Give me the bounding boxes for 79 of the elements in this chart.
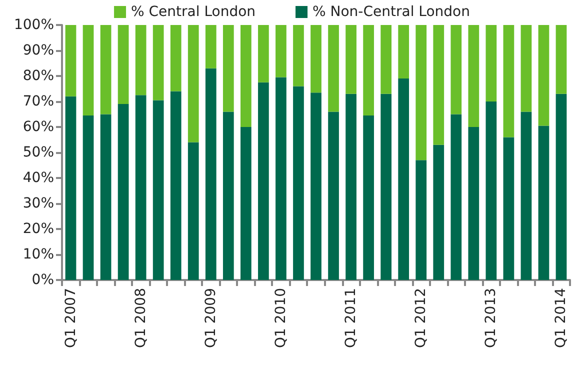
bar <box>240 127 252 280</box>
bar <box>258 82 269 280</box>
bar <box>258 25 269 82</box>
bar <box>520 25 532 112</box>
bar <box>188 25 199 142</box>
x-tick-label: Q1 2012 <box>413 288 430 348</box>
x-tick-label: Q1 2013 <box>483 288 500 348</box>
x-tick-label: Q1 2010 <box>272 288 289 348</box>
bar <box>328 112 339 280</box>
bar <box>503 137 514 280</box>
bar <box>398 78 410 280</box>
bar <box>82 25 94 116</box>
bar <box>118 104 129 280</box>
bar <box>416 25 427 160</box>
bar <box>118 25 129 104</box>
y-tick-label: 30% <box>22 196 54 212</box>
bar <box>538 25 550 126</box>
y-tick-label: 0% <box>32 272 54 288</box>
legend-label: % Central London <box>131 4 256 20</box>
bar <box>486 102 497 280</box>
y-tick-label: 50% <box>22 144 54 160</box>
bar <box>433 144 444 280</box>
bar <box>293 25 304 86</box>
bar <box>152 100 164 280</box>
bar <box>293 86 304 280</box>
bar <box>416 160 427 280</box>
bar <box>468 127 480 280</box>
bar <box>100 25 112 114</box>
bar <box>276 77 286 280</box>
bar <box>310 92 322 280</box>
y-tick-label: 10% <box>22 246 54 262</box>
legend-label: % Non-Central London <box>312 4 470 20</box>
bar <box>398 25 410 79</box>
bar <box>380 25 392 94</box>
bar <box>276 25 286 78</box>
bar <box>556 25 567 94</box>
bar <box>346 25 356 94</box>
bar <box>135 95 146 280</box>
bar <box>538 126 550 280</box>
bar <box>328 25 339 112</box>
bar <box>152 25 164 100</box>
bar <box>100 114 112 280</box>
bar <box>310 25 322 93</box>
bar <box>363 116 374 280</box>
bar <box>520 112 532 280</box>
y-tick-label: 40% <box>22 170 54 186</box>
bar <box>188 142 199 280</box>
x-tick-label: Q1 2008 <box>132 288 149 348</box>
bar <box>205 68 216 280</box>
bar <box>346 94 356 280</box>
bar <box>205 25 216 68</box>
bar <box>222 25 234 112</box>
bar <box>450 114 462 280</box>
bar <box>380 94 392 280</box>
y-tick-label: 60% <box>22 119 54 135</box>
bar <box>556 94 567 280</box>
bar <box>170 25 182 92</box>
y-tick-label: 80% <box>22 68 54 84</box>
y-tick-label: 70% <box>22 94 54 110</box>
x-tick-label: Q1 2011 <box>343 288 360 348</box>
bar <box>363 25 374 116</box>
bar <box>468 25 480 127</box>
y-tick-label: 100% <box>14 17 54 33</box>
bar <box>433 25 444 145</box>
x-tick-label: Q1 2009 <box>202 288 219 348</box>
bar <box>450 25 462 114</box>
y-tick-label: 90% <box>22 42 54 58</box>
y-tick-label: 20% <box>22 221 54 237</box>
bar <box>65 96 76 280</box>
bar <box>135 25 146 96</box>
bar <box>486 25 497 102</box>
bar <box>503 25 514 138</box>
bar <box>65 25 76 96</box>
bar <box>170 91 182 280</box>
bar <box>82 116 94 280</box>
x-tick-label: Q1 2007 <box>62 288 79 348</box>
bar <box>240 25 252 127</box>
x-tick-label: Q1 2014 <box>553 288 570 348</box>
bar <box>222 112 234 280</box>
